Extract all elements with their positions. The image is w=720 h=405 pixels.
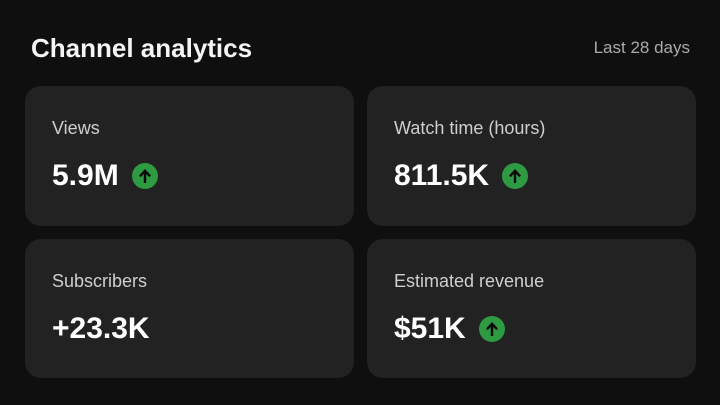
metric-card-watch-time[interactable]: Watch time (hours) 811.5K [367,86,696,226]
metric-value-row: $51K [394,311,505,347]
analytics-header: Channel analytics Last 28 days [31,28,690,68]
metric-card-subscribers[interactable]: Subscribers +23.3K [25,239,354,378]
metric-value-row: +23.3K [52,311,150,347]
metric-label: Watch time (hours) [394,118,546,138]
metric-label: Estimated revenue [394,271,545,291]
arrow-up-circle-icon [478,316,505,342]
arrow-up-circle-icon [502,163,529,189]
metric-label: Views [52,118,100,138]
metric-label: Subscribers [52,271,148,291]
page-title: Channel analytics [31,32,253,63]
metric-card-revenue[interactable]: Estimated revenue $51K [367,239,696,378]
arrow-up-circle-icon [131,163,158,189]
date-range-label[interactable]: Last 28 days [593,38,690,57]
metric-value: 5.9M [52,159,119,192]
metric-value: 811.5K [394,159,490,192]
metrics-grid: Views 5.9M Watch time (hours) 811.5K Sub… [25,86,696,378]
metric-value: +23.3K [52,312,150,345]
metric-value-row: 811.5K [394,158,529,194]
metric-value: $51K [394,312,466,345]
metric-value-row: 5.9M [52,158,158,194]
metric-card-views[interactable]: Views 5.9M [25,86,354,226]
